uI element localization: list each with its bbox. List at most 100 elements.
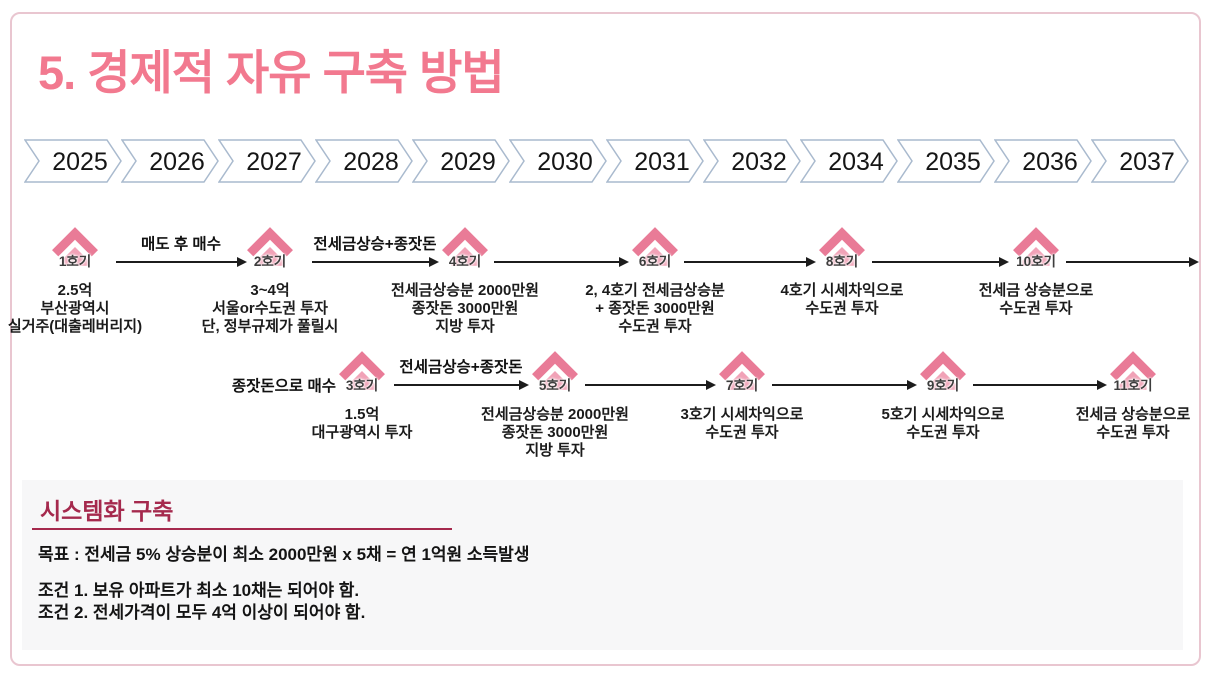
house-icon: [52, 227, 98, 266]
timeline-year-2036: 2036: [993, 139, 1092, 183]
svg-text:2037: 2037: [1119, 148, 1175, 176]
house-label: 10호기: [1016, 254, 1056, 269]
house-icon: [719, 351, 765, 390]
house-label: 1호기: [58, 254, 92, 269]
timeline-year-2027: 2027: [217, 139, 316, 183]
flow-arrow: [116, 257, 247, 267]
flow-arrow: [394, 380, 529, 390]
house-label: 2호기: [253, 254, 287, 269]
house-caption-6호기: 2, 4호기 전세금상승분 + 종잣돈 3000만원 수도권 투자: [585, 282, 725, 335]
timeline-year-2025: 2025: [23, 139, 122, 183]
house-4호기: 4호기: [405, 226, 525, 269]
svg-text:2029: 2029: [440, 148, 496, 176]
house-glyph: 9호기: [919, 350, 967, 393]
house-3호기: 3호기: [302, 350, 422, 393]
house-10호기: 10호기: [976, 226, 1096, 269]
system-condition-1: 조건 1. 보유 아파트가 최소 10채는 되어야 함.: [38, 581, 360, 600]
house-label: 6호기: [638, 254, 672, 269]
house-icon: [532, 351, 578, 390]
svg-text:2032: 2032: [731, 148, 787, 176]
timeline-year-2031: 2031: [605, 139, 704, 183]
timeline-year-2028: 2028: [314, 139, 413, 183]
house-caption-7호기: 3호기 시세차익으로 수도권 투자: [680, 406, 804, 441]
house-label: 5호기: [538, 378, 572, 393]
house-glyph: 8호기: [818, 226, 866, 269]
house-9호기: 9호기: [883, 350, 1003, 393]
system-panel-title: 시스템화 구축: [40, 498, 174, 524]
timeline-year-2037: 2037: [1090, 139, 1189, 183]
house-glyph: 4호기: [441, 226, 489, 269]
house-glyph: 11호기: [1109, 350, 1157, 393]
svg-text:2031: 2031: [634, 148, 690, 176]
house-caption-2호기: 3~4억 서울or수도권 투자 단, 정부규제가 풀릴시: [201, 282, 339, 335]
arrow-label: 전세금상승+종잣돈: [399, 359, 523, 376]
house-icon: [632, 227, 678, 266]
svg-text:2027: 2027: [246, 148, 302, 176]
house-2호기: 2호기: [210, 226, 330, 269]
house-label: 11호기: [1113, 378, 1153, 393]
flow-arrow: [312, 257, 439, 267]
flow-arrow: [494, 257, 629, 267]
house-glyph: 6호기: [631, 226, 679, 269]
svg-text:2025: 2025: [52, 148, 108, 176]
house-glyph: 3호기: [338, 350, 386, 393]
timeline-year-2026: 2026: [120, 139, 219, 183]
house-11호기: 11호기: [1073, 350, 1193, 393]
house-1호기: 1호기: [15, 226, 135, 269]
house-5호기: 5호기: [495, 350, 615, 393]
flow-arrow: [1066, 257, 1199, 267]
house-caption-1호기: 2.5억 부산광역시 실거주(대출레버리지): [7, 282, 143, 335]
house-label: 9호기: [926, 378, 960, 393]
svg-text:2030: 2030: [537, 148, 593, 176]
house-icon: [1110, 351, 1156, 390]
house-label: 4호기: [448, 254, 482, 269]
house-8호기: 8호기: [782, 226, 902, 269]
flow-arrow: [772, 380, 917, 390]
slide-border: [10, 12, 1201, 666]
flow-arrow: [684, 257, 816, 267]
system-title-underline: [32, 528, 452, 530]
house-icon: [442, 227, 488, 266]
svg-text:2035: 2035: [925, 148, 981, 176]
system-goal-text: 목표 : 전세금 5% 상승분이 최소 2000만원 x 5채 = 연 1억원 …: [38, 545, 530, 564]
house-glyph: 7호기: [718, 350, 766, 393]
system-condition-2: 조건 2. 전세가격이 모두 4억 이상이 되어야 함.: [38, 603, 366, 622]
flow-arrow: [585, 380, 716, 390]
house-label: 8호기: [825, 254, 859, 269]
svg-text:2036: 2036: [1022, 148, 1078, 176]
flow-arrow: [973, 380, 1107, 390]
house-icon: [247, 227, 293, 266]
timeline-year-2034: 2034: [799, 139, 898, 183]
house-caption-11호기: 전세금 상승분으로 수도권 투자: [1075, 406, 1191, 441]
house-6호기: 6호기: [595, 226, 715, 269]
house-caption-5호기: 전세금상승분 2000만원 종잣돈 3000만원 지방 투자: [481, 406, 629, 459]
house-caption-3호기: 1.5억 대구광역시 투자: [311, 406, 413, 441]
arrow-label: 전세금상승+종잣돈: [313, 236, 437, 253]
house-7호기: 7호기: [682, 350, 802, 393]
timeline-year-2035: 2035: [896, 139, 995, 183]
timeline-year-2030: 2030: [508, 139, 607, 183]
svg-text:2034: 2034: [828, 148, 884, 176]
house-glyph: 1호기: [51, 226, 99, 269]
house-icon: [1013, 227, 1059, 266]
house-glyph: 10호기: [1012, 226, 1060, 269]
svg-text:2028: 2028: [343, 148, 399, 176]
house-label: 3호기: [345, 378, 379, 393]
timeline-year-2032: 2032: [702, 139, 801, 183]
house-icon: [819, 227, 865, 266]
system-panel: 시스템화 구축 목표 : 전세금 5% 상승분이 최소 2000만원 x 5채 …: [22, 480, 1183, 650]
house-icon: [339, 351, 385, 390]
house-icon: [920, 351, 966, 390]
timeline-year-2029: 2029: [411, 139, 510, 183]
arrow-label: 매도 후 매수: [141, 236, 221, 253]
house-glyph: 5호기: [531, 350, 579, 393]
page-title: 5. 경제적 자유 구축 방법: [38, 46, 505, 99]
seed-money-purchase-note: 종잣돈으로 매수: [231, 378, 336, 395]
house-caption-10호기: 전세금 상승분으로 수도권 투자: [978, 282, 1094, 317]
house-caption-8호기: 4호기 시세차익으로 수도권 투자: [780, 282, 904, 317]
house-caption-4호기: 전세금상승분 2000만원 종잣돈 3000만원 지방 투자: [391, 282, 539, 335]
svg-text:2026: 2026: [149, 148, 205, 176]
house-caption-9호기: 5호기 시세차익으로 수도권 투자: [881, 406, 1005, 441]
house-label: 7호기: [725, 378, 759, 393]
